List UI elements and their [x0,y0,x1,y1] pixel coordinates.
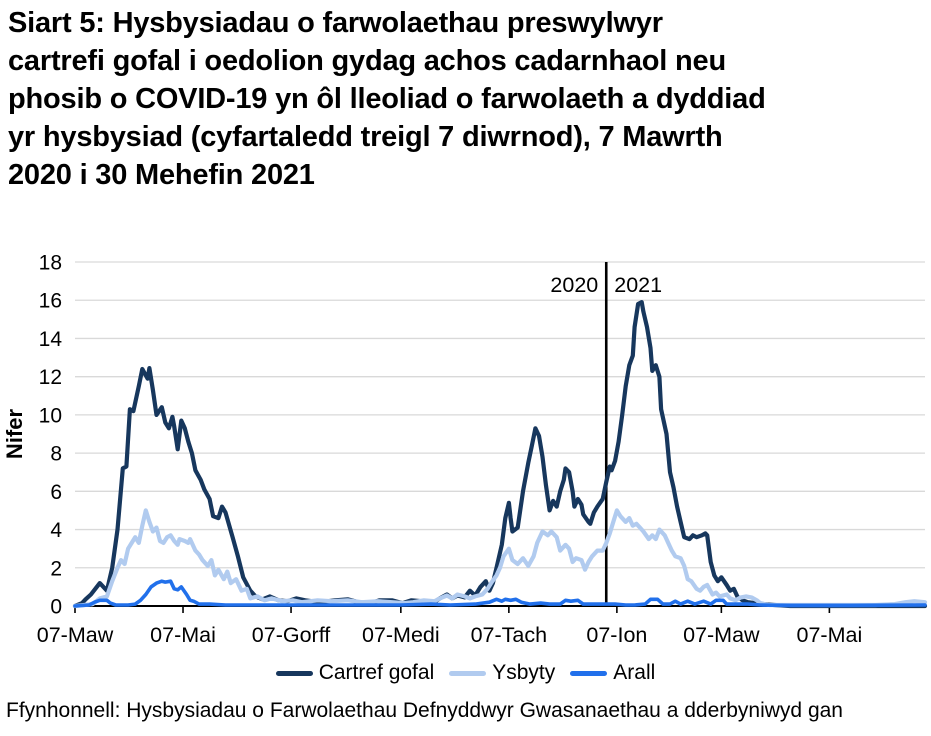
year-label-right: 2021 [614,273,662,297]
legend-item-cartref-gofal: Cartref gofal [275,661,435,685]
chart-title-line: cartrefi gofal i oedolion gydag achos ca… [8,45,726,77]
x-tick-label-4: 07-Tach [471,623,548,647]
y-tick-label-12: 12 [39,366,62,389]
year-label-left: 2020 [550,273,598,297]
x-tick-label-1: 07-Mai [150,623,216,647]
chart-title-line: phosib o COVID-19 yn ôl lleoliad o farwo… [8,83,766,115]
series-line-ysbyty [72,508,928,609]
series-line-cartref-gofal [72,299,928,609]
y-tick-label-8: 8 [50,443,62,466]
y-tick-label-10: 10 [39,404,62,427]
y-axis-title: Nifer [2,409,27,460]
chart-svg: 0 2 4 6 8 10 12 14 16 18 2020 2021 07-Maw 07-Mai 07-Go… [2,252,928,647]
chart-title-line: Siart 5: Hysbysiadau o farwolaethau pres… [8,7,663,39]
y-tick-label-2: 2 [50,557,62,580]
x-tick-label-0: 07-Maw [37,623,114,647]
y-tick-label-16: 16 [39,290,62,313]
legend-label-cartref-gofal: Cartref gofal [318,661,435,684]
x-tick-label-7: 07-Mai [797,623,863,647]
legend-item-arall: Arall [570,661,655,685]
series-line-arall [73,579,927,608]
legend-item-ysbyty: Ysbyty [449,661,555,685]
legend-label-arall: Arall [613,661,656,684]
y-tick-label-6: 6 [50,481,62,504]
legend-swatch-ysbyty [449,670,487,676]
chart-title: Siart 5: Hysbysiadau o farwolaethau pres… [8,4,927,194]
x-tick-label-6: 07-Maw [683,623,760,647]
legend-label-ysbyty: Ysbyty [492,661,556,684]
source-note: Ffynhonnell: Hysbysiadau o Farwolaethau … [6,699,843,722]
x-tick-label-5: 07-Ion [586,623,647,647]
chart-legend: Cartref gofal Ysbyty Arall [0,661,931,685]
chart-area: 0 2 4 6 8 10 12 14 16 18 2020 2021 07-Maw 07-Mai 07-Go… [0,250,931,656]
chart-title-line: yr hysbysiad (cyfartaledd treigl 7 diwrn… [8,121,723,153]
y-tick-label-0: 0 [50,596,62,619]
x-tick-label-3: 07-Medi [362,623,440,647]
chart-generated: 0 2 4 6 8 10 12 14 16 18 2020 2021 07-Maw 07-Mai 07-Go… [37,252,928,647]
y-tick-label-4: 4 [50,519,62,542]
chart-title-line: 2020 i 30 Mehefin 2021 [8,159,315,191]
y-tick-label-14: 14 [39,328,63,351]
legend-swatch-arall [570,670,608,676]
legend-swatch-cartref-gofal [275,670,313,676]
x-tick-label-2: 07-Gorff [252,623,330,647]
y-tick-label-18: 18 [39,252,62,275]
